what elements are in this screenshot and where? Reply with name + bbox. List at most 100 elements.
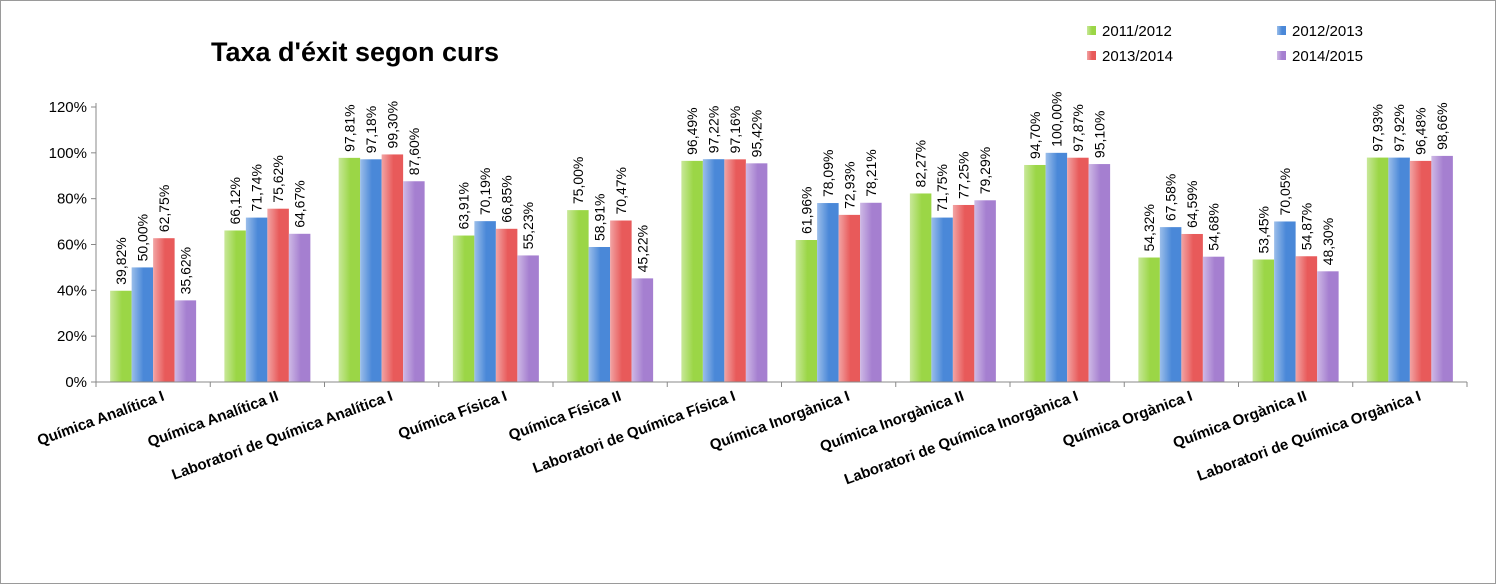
- bar: [224, 230, 246, 382]
- y-tick-label: 60%: [57, 237, 87, 254]
- bar: [631, 278, 654, 382]
- legend-swatch: [1087, 51, 1096, 60]
- data-label: 63,91%: [456, 182, 472, 229]
- data-label: 54,68%: [1206, 203, 1222, 250]
- bar: [1317, 271, 1339, 382]
- bar: [1138, 257, 1160, 382]
- data-label: 45,22%: [634, 225, 650, 272]
- x-tick-label: Química Física I: [396, 388, 509, 443]
- bar: [360, 159, 382, 382]
- bar: [838, 214, 861, 382]
- bar: [452, 235, 475, 382]
- data-label: 71,74%: [249, 164, 265, 211]
- bar: [931, 217, 953, 382]
- data-label: 35,62%: [177, 247, 193, 294]
- data-label: 64,59%: [1184, 180, 1200, 227]
- y-tick-label: 20%: [57, 328, 87, 345]
- bar: [1295, 256, 1318, 382]
- data-label: 97,22%: [706, 106, 722, 153]
- y-axis: 0% 20% 40% 60% 80% 100% 120%: [49, 99, 97, 391]
- bar: [1088, 164, 1111, 382]
- data-label: 48,30%: [1320, 218, 1336, 265]
- legend-label: 2012/2013: [1292, 23, 1363, 40]
- data-labels: 39,82% 50,00% 62,75% 35,62% 66,12% 71,74% 75,6…: [113, 92, 1450, 295]
- y-tick-label: 80%: [57, 191, 87, 208]
- data-label: 97,18%: [363, 106, 379, 153]
- bar: [288, 233, 311, 382]
- data-label: 54,32%: [1141, 204, 1157, 251]
- data-label: 54,87%: [1298, 203, 1314, 250]
- bar: [909, 193, 932, 382]
- data-label: 50,00%: [134, 214, 150, 261]
- bar: [381, 154, 404, 382]
- data-label: 97,87%: [1070, 104, 1086, 151]
- legend-label: 2014/2015: [1292, 48, 1363, 65]
- bar: [517, 255, 539, 382]
- legend-swatch: [1277, 26, 1286, 35]
- bar: [338, 157, 361, 382]
- x-tick-label: Laboratori de Química Física I: [531, 388, 738, 477]
- data-label: 70,19%: [477, 168, 493, 215]
- data-label: 97,81%: [341, 104, 357, 151]
- data-label: 95,10%: [1091, 111, 1107, 158]
- bar: [495, 228, 518, 382]
- data-label: 62,75%: [156, 185, 172, 232]
- data-label: 61,96%: [798, 187, 814, 234]
- data-label: 58,91%: [591, 194, 607, 241]
- data-label: 78,09%: [820, 150, 836, 197]
- data-label: 39,82%: [113, 237, 129, 284]
- legend-swatch: [1277, 51, 1286, 60]
- bar: [131, 267, 154, 382]
- bar: [1409, 160, 1432, 382]
- data-label: 71,75%: [934, 164, 950, 211]
- bar: [474, 221, 496, 382]
- legend: 2011/2012 2012/2013 2013/2014 2014/2015: [1087, 23, 1363, 65]
- data-label: 72,93%: [841, 161, 857, 208]
- x-tick-label: Laboratori de Química Analítica I: [170, 388, 395, 484]
- bar: [245, 217, 268, 382]
- bar: [1252, 259, 1275, 382]
- data-label: 79,29%: [977, 147, 993, 194]
- chart-title: Taxa d'éxit segon curs: [211, 37, 499, 67]
- bar: [1431, 155, 1453, 382]
- bar: [974, 200, 996, 382]
- data-label: 82,27%: [913, 140, 929, 187]
- bar: [1067, 157, 1089, 382]
- bar: [702, 159, 725, 382]
- legend-label: 2013/2014: [1102, 48, 1173, 65]
- bar: [795, 240, 818, 382]
- y-tick-label: 0%: [65, 374, 87, 391]
- data-label: 70,05%: [1277, 168, 1293, 215]
- data-label: 98,66%: [1434, 102, 1450, 149]
- bar: [681, 160, 703, 382]
- bar: [817, 203, 839, 382]
- legend-label: 2011/2012: [1102, 23, 1172, 40]
- bar: [952, 204, 975, 382]
- bar: [724, 159, 746, 382]
- bar: [174, 300, 197, 382]
- bar: [567, 210, 589, 382]
- data-label: 66,85%: [499, 175, 515, 222]
- data-label: 97,92%: [1391, 104, 1407, 151]
- data-label: 55,23%: [520, 202, 536, 249]
- data-label: 70,47%: [613, 167, 629, 214]
- data-label: 77,25%: [956, 151, 972, 198]
- legend-swatch: [1087, 26, 1096, 35]
- bar: [745, 163, 768, 382]
- x-tick-label: Laboratori de Química Orgànica I: [1195, 388, 1423, 485]
- data-label: 66,12%: [227, 177, 243, 224]
- bar: [403, 181, 425, 382]
- bar: [1366, 157, 1389, 382]
- data-label: 87,60%: [406, 128, 422, 175]
- bar: [588, 246, 611, 382]
- data-label: 75,62%: [270, 155, 286, 202]
- bar: [1181, 233, 1203, 382]
- bars: [110, 152, 1453, 382]
- data-label: 75,00%: [570, 157, 586, 204]
- data-label: 97,16%: [727, 106, 743, 153]
- y-tick-label: 100%: [49, 145, 87, 162]
- data-label: 97,93%: [1370, 104, 1386, 151]
- bar: [860, 202, 882, 382]
